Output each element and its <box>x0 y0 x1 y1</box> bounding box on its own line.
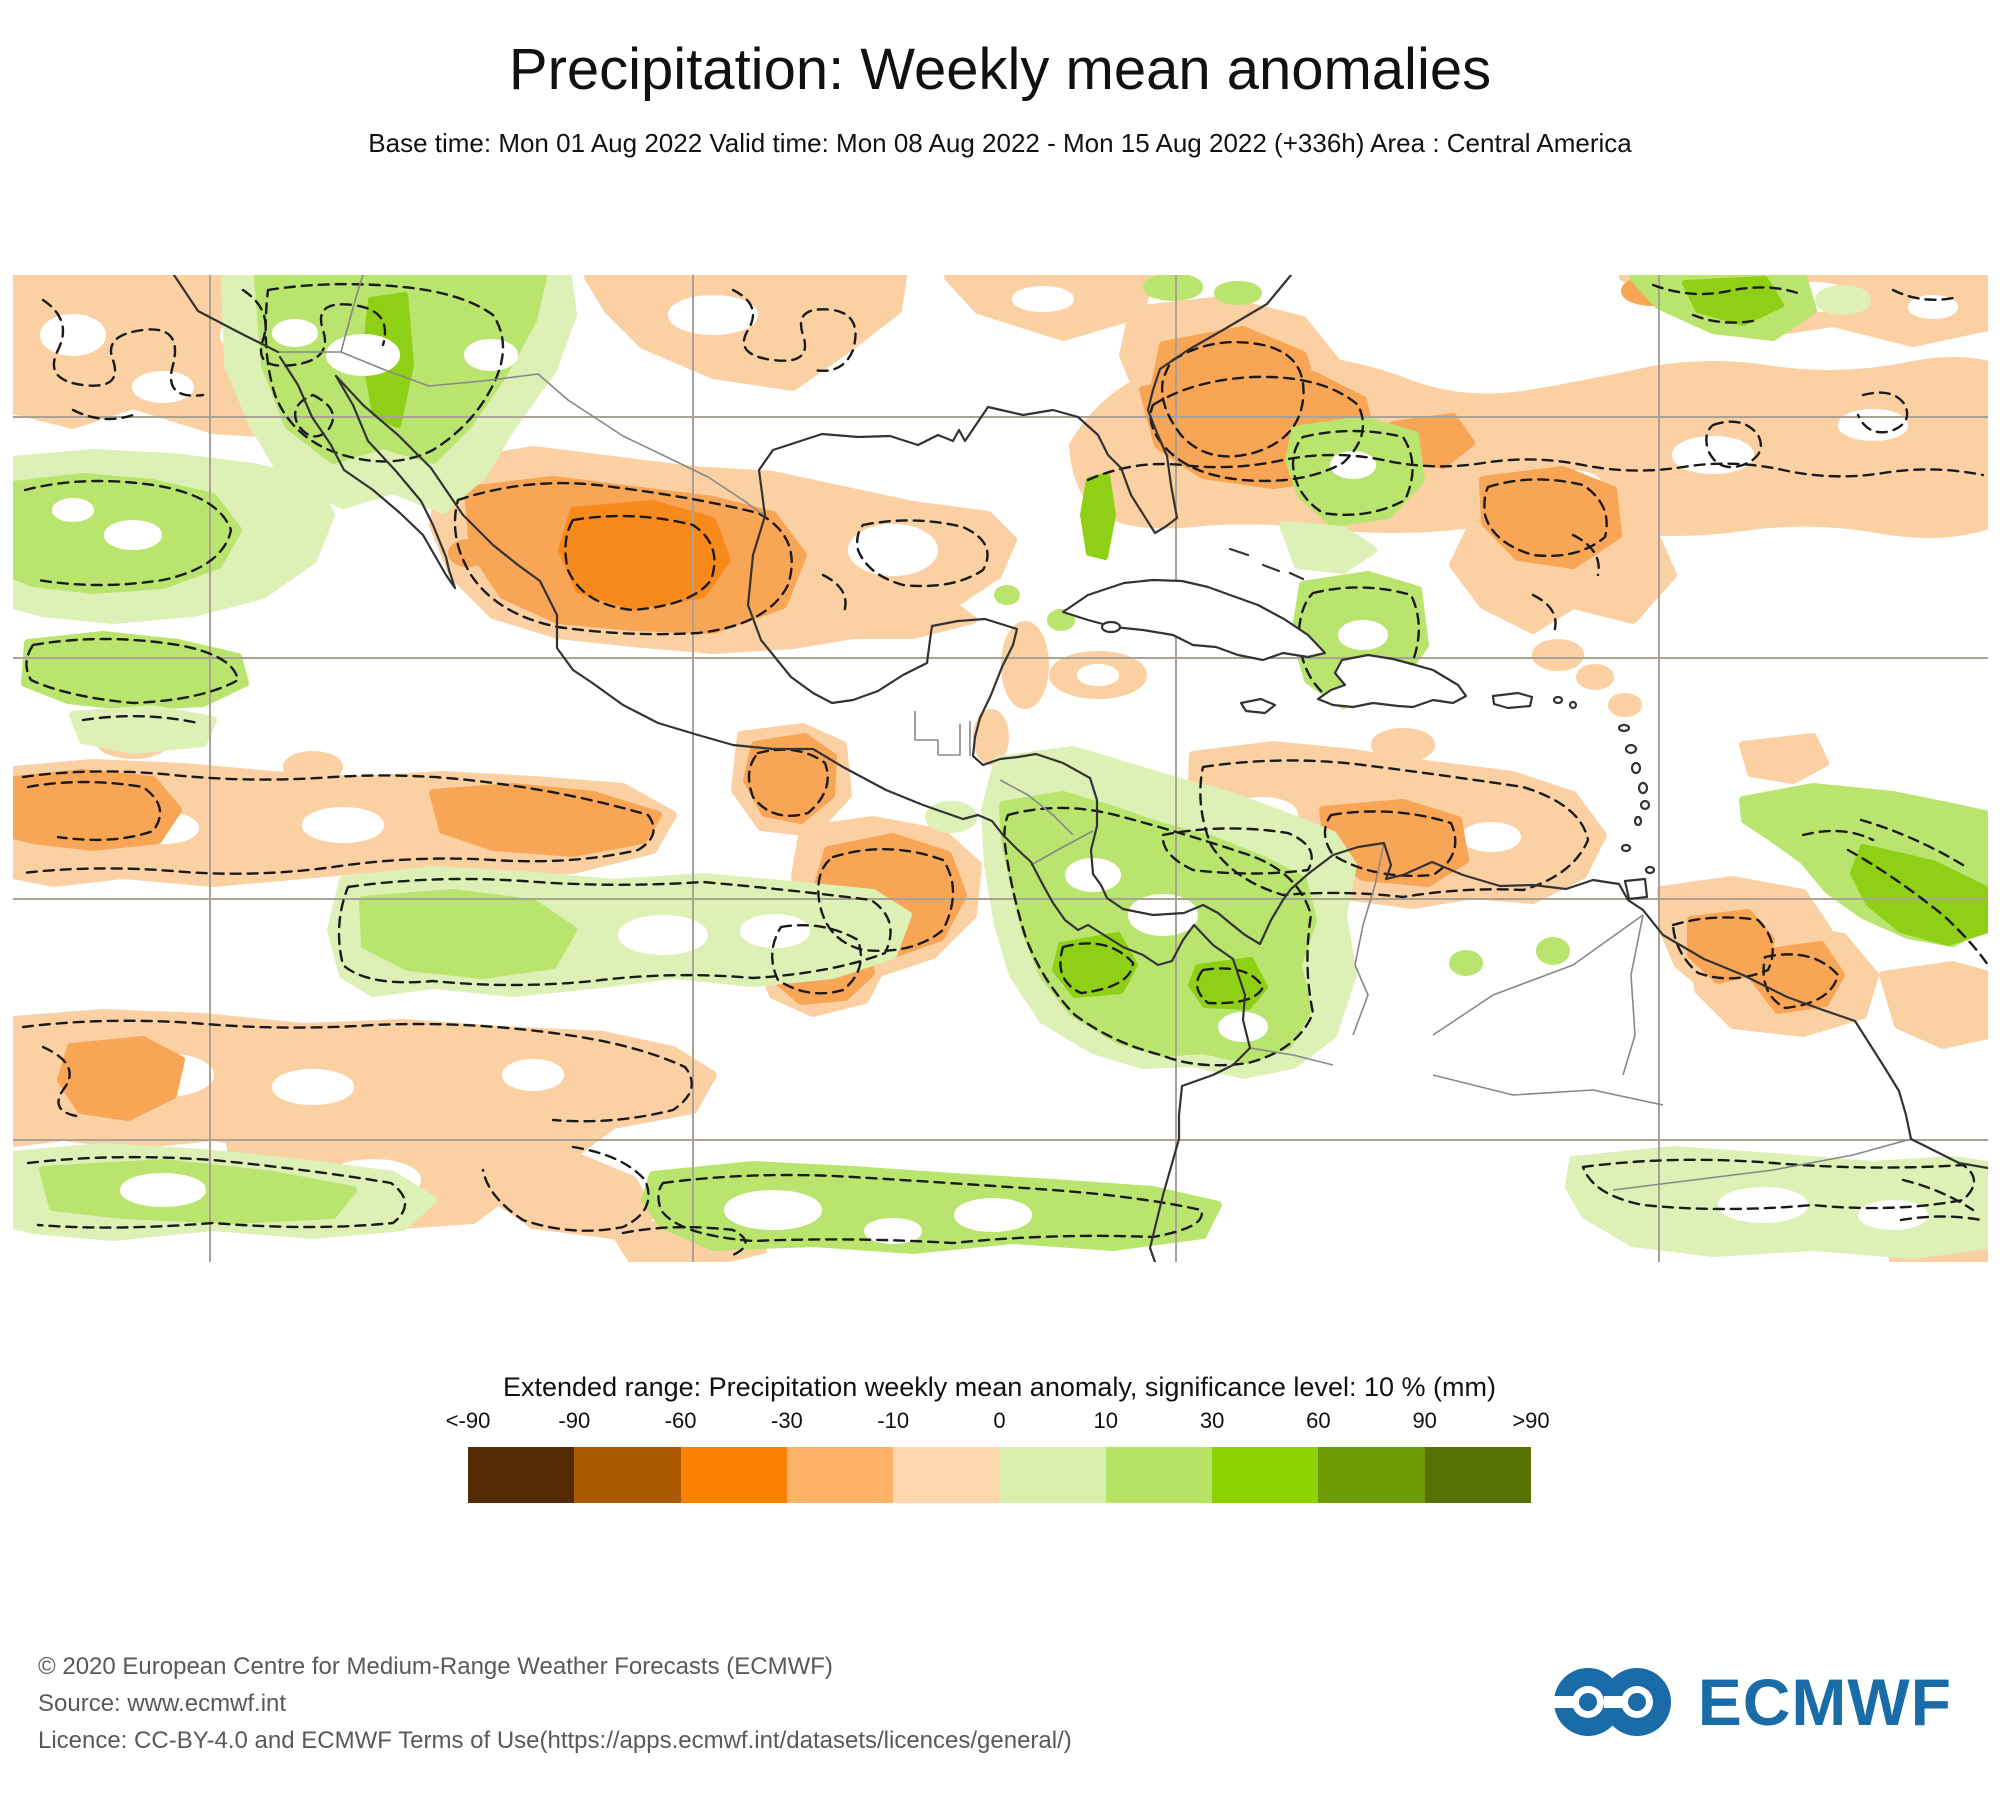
country-borders <box>278 275 1912 1191</box>
ecmwf-logo-icon <box>1543 1668 1671 1736</box>
legend-swatch <box>1318 1447 1425 1503</box>
legend-tick-labels: <-90 -90 -60 -30 -10 0 10 30 60 90 >90 <box>446 1408 1550 1434</box>
legend-swatch <box>999 1447 1106 1503</box>
legend-swatch <box>468 1447 575 1503</box>
footer-licence: Licence: CC-BY-4.0 and ECMWF Terms of Us… <box>38 1727 1072 1754</box>
legend-tick: 90 <box>1412 1408 1437 1433</box>
page-title: Precipitation: Weekly mean anomalies <box>508 37 1492 102</box>
legend-swatch <box>786 1447 894 1503</box>
lesser-antilles-islands <box>1552 695 1656 875</box>
legend-colorbar <box>468 1447 1531 1503</box>
legend-swatch <box>574 1447 681 1503</box>
legend-swatch <box>1424 1447 1531 1503</box>
legend-swatch <box>1105 1447 1213 1503</box>
page-subtitle: Base time: Mon 01 Aug 2022 Valid time: M… <box>368 128 1632 158</box>
footer-source: Source: www.ecmwf.int <box>38 1690 287 1717</box>
footer: © 2020 European Centre for Medium-Range … <box>38 1648 1072 1759</box>
graticule <box>13 275 1988 1262</box>
legend-tick: -10 <box>877 1408 910 1433</box>
legend-swatch <box>893 1447 1000 1503</box>
footer-copyright: © 2020 European Centre for Medium-Range … <box>38 1653 833 1680</box>
legend-tick: 30 <box>1199 1408 1225 1433</box>
map-svg <box>13 275 1988 1262</box>
legend-title: Extended range: Precipitation weekly mea… <box>503 1372 1496 1402</box>
legend-tick: 10 <box>1093 1408 1119 1433</box>
legend-swatch <box>680 1447 787 1503</box>
legend-tick: -90 <box>558 1408 591 1433</box>
legend-tick: >90 <box>1512 1408 1550 1433</box>
ecmwf-logo: ECMWF <box>1543 1662 1952 1742</box>
coastlines <box>172 275 1988 1262</box>
legend-tick: -60 <box>664 1408 697 1433</box>
ecmwf-logo-text: ECMWF <box>1697 1665 1952 1739</box>
legend-tick: <-90 <box>445 1408 491 1433</box>
legend-tick: -30 <box>770 1408 803 1433</box>
legend-tick: 60 <box>1306 1408 1331 1433</box>
positive-anomaly-regions <box>13 275 1988 1259</box>
anomaly-map <box>13 275 1988 1262</box>
legend-tick: 0 <box>993 1408 1006 1433</box>
legend-swatch <box>1212 1447 1319 1503</box>
